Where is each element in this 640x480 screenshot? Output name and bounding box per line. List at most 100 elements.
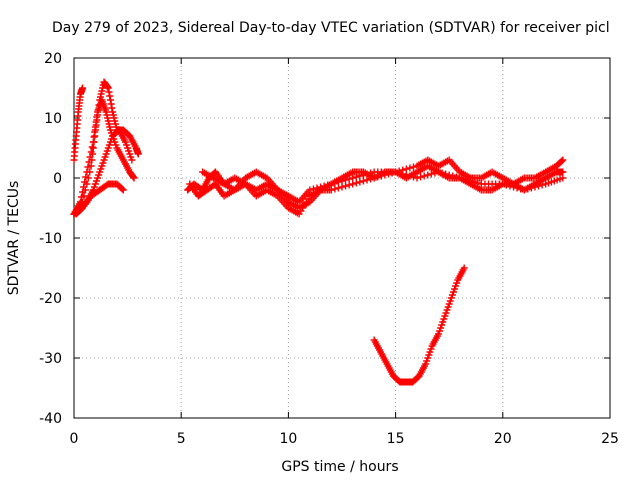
data-point xyxy=(104,84,112,92)
x-tick-label: 20 xyxy=(494,431,512,447)
x-tick-labels: 0 5 10 15 20 25 xyxy=(70,431,619,447)
data-point xyxy=(392,168,400,176)
data-point xyxy=(118,185,126,193)
data-point xyxy=(92,118,100,126)
data-point xyxy=(342,176,350,184)
y-tick-label: 0 xyxy=(53,171,62,187)
data-point xyxy=(93,113,101,121)
data-series-track-mid-c xyxy=(199,168,567,206)
data-point xyxy=(309,185,317,193)
data-point xyxy=(306,186,314,194)
data-point xyxy=(79,84,87,92)
data-point xyxy=(367,169,375,177)
data-point xyxy=(395,169,403,177)
data-point xyxy=(80,183,88,191)
data-point xyxy=(129,173,137,181)
data-series-track-early-a xyxy=(70,84,87,164)
data-point xyxy=(438,169,446,177)
data-point xyxy=(345,175,353,183)
data-point xyxy=(106,96,114,104)
data-point xyxy=(413,174,421,182)
data-point xyxy=(352,173,360,181)
data-point xyxy=(338,177,346,185)
data-point xyxy=(474,179,482,187)
y-tick-label: 10 xyxy=(44,111,62,127)
data-point xyxy=(445,171,453,179)
data-point xyxy=(85,158,93,166)
data-point xyxy=(427,170,435,178)
data-point xyxy=(420,172,428,180)
data-point xyxy=(87,162,95,170)
y-axis-label: SDTVAR / TECUs xyxy=(6,181,22,296)
data-point xyxy=(449,172,457,180)
data-point xyxy=(399,170,407,178)
data-point xyxy=(89,144,97,152)
data-point xyxy=(409,173,417,181)
x-axis-label: GPS time / hours xyxy=(281,459,398,475)
data-point xyxy=(86,153,94,161)
data-point xyxy=(313,184,321,192)
data-point xyxy=(452,173,460,181)
data-point xyxy=(130,174,138,182)
y-tick-label: -40 xyxy=(39,411,62,427)
data-point xyxy=(349,174,357,182)
data-point xyxy=(107,100,115,108)
data-point xyxy=(406,164,414,172)
data-point xyxy=(363,170,371,178)
data-point xyxy=(359,177,367,185)
data-point xyxy=(517,185,525,193)
data-series-track-dip xyxy=(370,264,468,386)
data-point xyxy=(424,171,432,179)
data-point xyxy=(456,174,464,182)
axis-ticks xyxy=(73,57,611,419)
data-point xyxy=(82,173,90,181)
data-point xyxy=(91,128,99,136)
data-point xyxy=(559,168,567,176)
data-point xyxy=(470,178,478,186)
data-point xyxy=(513,184,521,192)
data-point xyxy=(434,168,442,176)
data-point xyxy=(108,104,116,112)
data-points xyxy=(70,78,567,386)
data-point xyxy=(81,178,89,186)
data-point xyxy=(499,180,507,188)
grid-lines xyxy=(74,58,610,418)
chart-title: Day 279 of 2023, Sidereal Day-to-day VTE… xyxy=(52,20,610,36)
data-point xyxy=(134,150,142,158)
data-point xyxy=(459,175,467,183)
data-point xyxy=(91,123,99,131)
data-point xyxy=(119,186,127,194)
data-point xyxy=(324,181,332,189)
data-point xyxy=(409,163,417,171)
data-series-track-early-e xyxy=(72,180,127,218)
data-point xyxy=(463,176,471,184)
data-point xyxy=(502,181,510,189)
data-point xyxy=(331,185,339,193)
data-point xyxy=(88,143,96,151)
data-point xyxy=(559,174,567,182)
x-tick-label: 25 xyxy=(601,431,619,447)
data-point xyxy=(558,157,566,165)
data-point xyxy=(506,182,514,190)
data-point xyxy=(467,177,475,185)
data-point xyxy=(78,193,86,201)
y-tick-label: -10 xyxy=(39,231,62,247)
data-point xyxy=(83,168,91,176)
data-point xyxy=(460,264,468,272)
data-point xyxy=(352,179,360,187)
data-point xyxy=(334,184,342,192)
x-tick-label: 15 xyxy=(387,431,405,447)
data-point xyxy=(524,185,532,193)
data-point xyxy=(90,133,98,141)
data-series-track-early-c xyxy=(70,96,138,218)
data-point xyxy=(527,184,535,192)
data-point xyxy=(106,92,114,100)
data-point xyxy=(105,88,113,96)
y-tick-labels: -40 -30 -20 -10 0 10 20 xyxy=(39,51,62,427)
data-point xyxy=(442,170,450,178)
data-point xyxy=(510,183,518,191)
data-point xyxy=(535,182,543,190)
y-tick-label: -30 xyxy=(39,351,62,367)
x-tick-label: 5 xyxy=(177,431,186,447)
